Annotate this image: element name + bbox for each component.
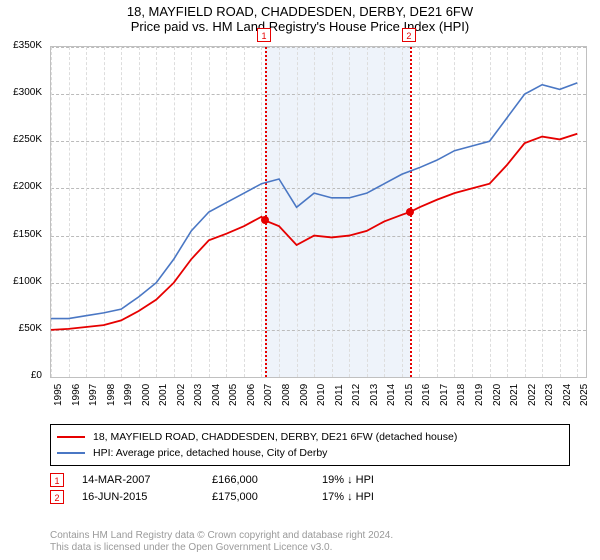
x-axis-label: 2004 [211,384,222,406]
footer-attribution: Contains HM Land Registry data © Crown c… [50,530,393,554]
x-axis-label: 2002 [176,384,187,406]
x-axis-label: 2007 [263,384,274,406]
legend-swatch-icon [57,452,85,454]
x-axis-label: 2024 [562,384,573,406]
x-axis-label: 1998 [106,384,117,406]
x-axis-label: 2014 [386,384,397,406]
x-axis-label: 2020 [492,384,503,406]
sale-dot [406,208,414,216]
y-axis-label: £100K [0,276,46,287]
legend: 18, MAYFIELD ROAD, CHADDESDEN, DERBY, DE… [50,424,570,466]
x-axis-label: 1997 [88,384,99,406]
x-axis-label: 2009 [299,384,310,406]
x-axis-label: 2015 [404,384,415,406]
sale-dot [261,216,269,224]
x-axis-label: 2021 [509,384,520,406]
y-axis-label: £350K [0,40,46,51]
x-axis-label: 2010 [316,384,327,406]
page-title-address: 18, MAYFIELD ROAD, CHADDESDEN, DERBY, DE… [0,4,600,19]
x-axis-label: 2011 [334,384,345,406]
x-axis-label: 2005 [228,384,239,406]
x-axis-label: 2008 [281,384,292,406]
sale-marker-2: 2 [402,28,416,42]
sale-diff: 19% ↓ HPI [322,474,374,486]
x-axis-label: 2012 [351,384,362,406]
sale-date: 16-JUN-2015 [82,491,212,503]
x-axis-label: 2013 [369,384,380,406]
sale-marker: 2 [50,490,64,504]
x-axis-label: 1999 [123,384,134,406]
series-hpi [51,83,577,319]
x-axis-label: 1996 [71,384,82,406]
sale-price: £166,000 [212,474,322,486]
footer-line1: Contains HM Land Registry data © Crown c… [50,530,393,542]
legend-label: HPI: Average price, detached house, City… [93,445,327,461]
sales-table: 1 14-MAR-2007£166,00019% ↓ HPI 2 16-JUN-201… [50,470,374,507]
x-axis-label: 2003 [193,384,204,406]
x-axis-label: 2000 [141,384,152,406]
x-axis-label: 2001 [158,384,169,406]
legend-item: HPI: Average price, detached house, City… [57,445,563,461]
x-axis-label: 2006 [246,384,257,406]
legend-label: 18, MAYFIELD ROAD, CHADDESDEN, DERBY, DE… [93,429,457,445]
series-property [51,134,577,330]
footer-line2: This data is licensed under the Open Gov… [50,542,393,554]
y-axis-label: £300K [0,87,46,98]
x-axis-label: 1995 [53,384,64,406]
page-title-sub: Price paid vs. HM Land Registry's House … [0,19,600,34]
x-axis-label: 2019 [474,384,485,406]
legend-swatch-icon [57,436,85,438]
x-axis-label: 2022 [527,384,538,406]
sale-row: 2 16-JUN-2015£175,00017% ↓ HPI [50,490,374,504]
y-axis-label: £50K [0,323,46,334]
y-axis-label: £200K [0,181,46,192]
legend-item: 18, MAYFIELD ROAD, CHADDESDEN, DERBY, DE… [57,429,563,445]
x-axis-label: 2025 [579,384,590,406]
y-axis-label: £150K [0,229,46,240]
sale-date: 14-MAR-2007 [82,474,212,486]
sale-row: 1 14-MAR-2007£166,00019% ↓ HPI [50,473,374,487]
x-axis-label: 2017 [439,384,450,406]
price-chart [50,46,587,378]
sale-marker-1: 1 [257,28,271,42]
y-axis-label: £250K [0,134,46,145]
sale-price: £175,000 [212,491,322,503]
sale-marker: 1 [50,473,64,487]
x-axis-label: 2016 [421,384,432,406]
x-axis-label: 2018 [456,384,467,406]
sale-diff: 17% ↓ HPI [322,491,374,503]
y-axis-label: £0 [0,370,46,381]
x-axis-label: 2023 [544,384,555,406]
